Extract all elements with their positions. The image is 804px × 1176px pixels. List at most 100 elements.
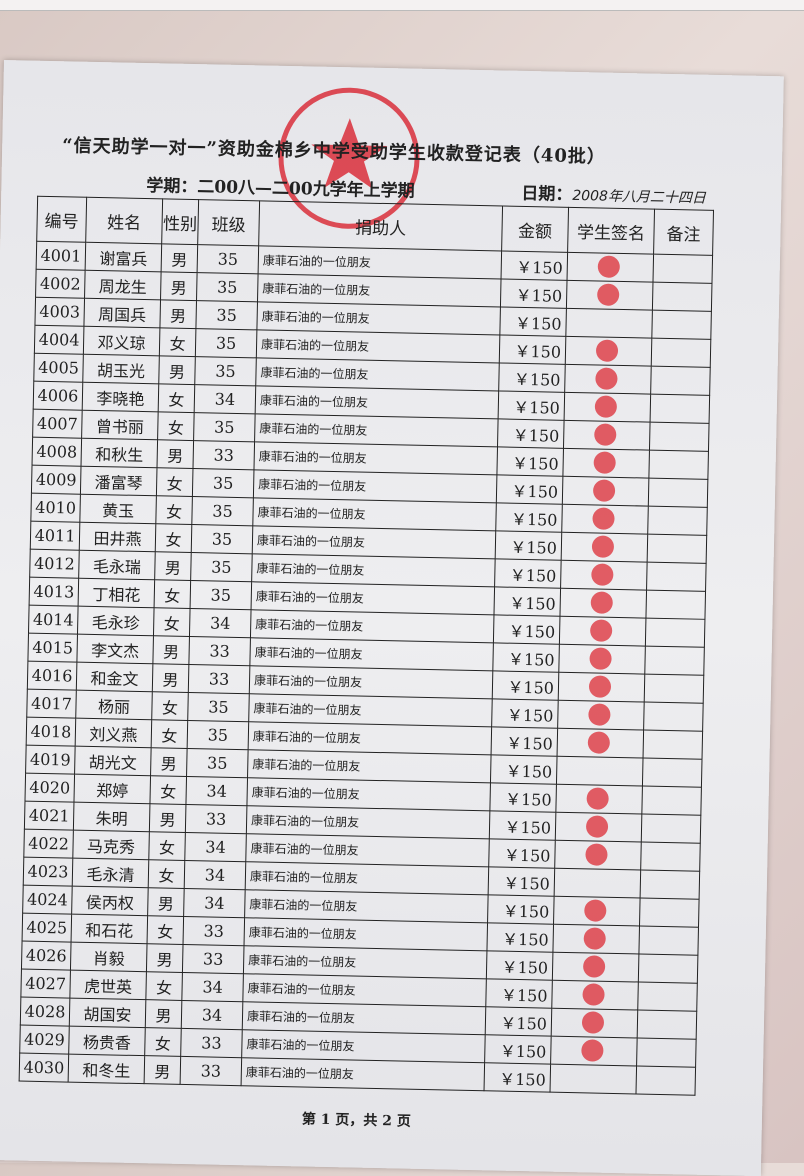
top-bar (0, 0, 804, 11)
fingerprint-mark (596, 283, 620, 306)
fingerprint-mark (595, 367, 618, 390)
fingerprint-mark (586, 787, 609, 810)
cell-amount: ￥150 (491, 726, 558, 757)
cell-amount: ￥150 (499, 334, 566, 365)
cell-amount: ￥150 (490, 754, 558, 785)
cell-gender: 女 (151, 691, 189, 721)
cell-gender: 女 (153, 607, 191, 637)
cell-note (640, 842, 701, 872)
cell-name: 周国兵 (83, 298, 161, 328)
cell-signature (551, 1008, 638, 1038)
cell-signature (567, 252, 654, 283)
fingerprint-mark (582, 955, 606, 978)
cell-name: 曾书丽 (81, 410, 159, 440)
cell-gender: 女 (156, 467, 193, 497)
cell-name: 周龙生 (84, 270, 162, 300)
column-header: 姓名 (85, 197, 163, 244)
fingerprint-mark (593, 451, 616, 474)
fingerprint-mark (591, 563, 614, 586)
cell-signature (555, 784, 643, 815)
cell-gender: 男 (161, 243, 198, 273)
cell-amount: ￥150 (488, 866, 555, 897)
cell-class: 33 (180, 1028, 243, 1058)
fingerprint-mark (595, 339, 619, 362)
cell-id: 4013 (29, 577, 79, 607)
cell-gender: 男 (146, 943, 184, 973)
cell-note (642, 758, 703, 788)
cell-amount: ￥150 (485, 978, 553, 1009)
cell-gender: 男 (158, 355, 196, 385)
cell-amount: ￥150 (488, 838, 556, 869)
cell-id: 4010 (30, 493, 81, 523)
cell-class: 33 (182, 944, 245, 974)
cell-signature (564, 364, 652, 395)
cell-id: 4014 (28, 605, 79, 635)
cell-signature (561, 504, 649, 535)
cell-name: 胡玉光 (82, 354, 160, 384)
cell-signature (554, 840, 642, 871)
fingerprint-mark (585, 843, 608, 866)
cell-amount: ￥150 (492, 670, 559, 701)
paper-sheet: “信天助学一对一”资助金棉乡中学受助学生收款登记表（40批） 学期：二00八—二… (0, 60, 784, 1176)
cell-class: 33 (183, 916, 245, 946)
cell-gender: 女 (158, 383, 195, 413)
cell-class: 33 (192, 440, 255, 470)
cell-note (635, 1065, 696, 1096)
cell-amount: ￥150 (498, 362, 566, 393)
cell-amount: ￥150 (498, 390, 565, 421)
cell-class: 35 (195, 328, 257, 358)
cell-gender: 女 (159, 327, 196, 357)
cell-class: 35 (190, 580, 252, 610)
cell-note (639, 898, 700, 928)
fingerprint-mark (589, 647, 612, 670)
cell-note (641, 814, 701, 844)
fingerprint-mark (592, 479, 616, 502)
cell-note (637, 1009, 697, 1040)
cell-gender: 女 (155, 523, 192, 553)
cell-signature (556, 756, 644, 787)
cell-signature (560, 560, 648, 591)
cell-signature (561, 532, 648, 563)
cell-gender: 女 (145, 971, 183, 1001)
cell-amount: ￥150 (493, 614, 560, 645)
cell-gender: 男 (152, 635, 190, 665)
cell-gender: 女 (147, 915, 184, 945)
cell-signature (559, 588, 647, 619)
fingerprint-mark (585, 815, 609, 838)
cell-signature (550, 1036, 638, 1066)
cell-signature (550, 1064, 637, 1094)
cell-amount: ￥150 (496, 446, 564, 477)
cell-signature (555, 812, 642, 843)
cell-class: 35 (193, 412, 256, 442)
cell-note (648, 478, 708, 508)
cell-id: 4018 (26, 717, 76, 747)
cell-gender: 男 (160, 271, 198, 301)
cell-class: 35 (197, 244, 259, 274)
cell-note (650, 394, 710, 424)
cell-signature (554, 868, 641, 899)
cell-gender: 女 (154, 579, 191, 609)
cell-signature (551, 980, 639, 1010)
fingerprint-mark (581, 1039, 604, 1062)
cell-id: 4028 (20, 997, 70, 1027)
cell-class: 35 (187, 720, 249, 750)
cell-name: 谢富兵 (85, 242, 162, 272)
cell-name: 和石花 (71, 914, 148, 944)
cell-signature (552, 924, 640, 954)
cell-id: 4003 (34, 297, 85, 327)
column-header: 编号 (36, 196, 87, 243)
cell-amount: ￥150 (496, 474, 563, 505)
cell-signature (559, 616, 646, 647)
date: 日期：2008年八月二十四日 (521, 179, 706, 208)
cell-id: 4020 (24, 773, 75, 803)
fingerprint-mark (589, 619, 613, 642)
cell-note (651, 310, 712, 340)
cell-class: 35 (192, 468, 254, 498)
cell-gender: 男 (159, 299, 197, 329)
cell-note (643, 702, 704, 732)
cell-id: 4017 (26, 689, 77, 719)
cell-name: 潘富琴 (80, 466, 157, 496)
fingerprint-mark (592, 507, 615, 530)
cell-name: 和金文 (76, 662, 153, 692)
cell-amount: ￥150 (487, 894, 555, 925)
